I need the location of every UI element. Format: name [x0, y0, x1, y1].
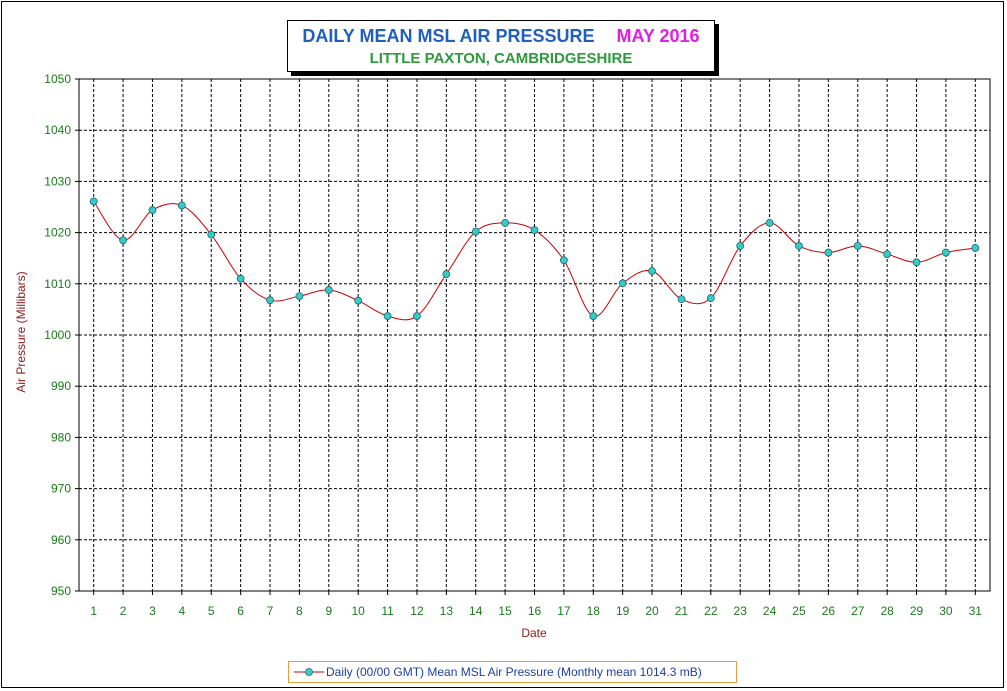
data-point-marker	[824, 248, 833, 257]
y-tick-label: 950	[51, 584, 71, 598]
chart-title-line: DAILY MEAN MSL AIR PRESSURE MAY 2016	[288, 25, 714, 47]
data-point-marker	[971, 244, 980, 252]
data-point-marker	[559, 256, 568, 265]
x-tick-label: 17	[557, 604, 571, 618]
x-tick-label: 8	[296, 604, 303, 618]
y-tick-label: 1040	[44, 123, 71, 137]
series-markers	[89, 197, 980, 320]
data-point-marker	[413, 312, 421, 320]
x-tick-label: 23	[734, 604, 748, 618]
y-tick-label: 1000	[44, 328, 71, 342]
data-point-marker	[324, 286, 333, 294]
x-tick-label: 9	[325, 604, 332, 618]
data-point-marker	[442, 270, 451, 278]
y-tick-label: 970	[51, 482, 71, 496]
y-tick-labels: 950 960 970 980 990 1000 1010 1020 1030 1040 1050	[44, 72, 71, 598]
data-point-marker	[912, 258, 921, 267]
x-tick-label: 3	[149, 604, 156, 618]
x-tick-label: 18	[587, 604, 601, 618]
data-point-marker	[236, 274, 245, 283]
x-tick-label: 27	[851, 604, 865, 618]
data-point-marker	[648, 267, 656, 275]
data-point-marker	[354, 296, 363, 305]
data-point-marker	[883, 250, 892, 259]
data-point-marker	[942, 248, 950, 257]
data-point-marker	[853, 242, 862, 250]
x-tick-label: 7	[267, 604, 274, 618]
data-point-marker	[589, 312, 598, 320]
x-tick-label: 30	[939, 604, 953, 618]
x-axis-title: Date	[521, 626, 547, 640]
data-point-marker	[295, 292, 304, 300]
x-tick-label: 20	[645, 604, 659, 618]
x-tick-label: 15	[498, 604, 512, 618]
chart-title-box: DAILY MEAN MSL AIR PRESSURE MAY 2016 LITT…	[287, 20, 715, 72]
chart-subtitle: LITTLE PAXTON, CAMBRIDGESHIRE	[369, 50, 633, 67]
data-point-marker	[148, 206, 157, 214]
plot-border	[78, 78, 991, 592]
data-point-marker	[736, 242, 745, 250]
data-point-marker	[795, 242, 803, 250]
y-tick-label: 1010	[44, 277, 71, 291]
data-point-marker	[706, 294, 715, 303]
legend-swatch-icon	[294, 668, 324, 676]
grid	[79, 78, 990, 591]
x-tick-labels: 1 2 3 4 5 6 7 8 9 10 11 12 13 14 15 16 17 18 19 20 21 22 23 24 2…	[90, 604, 982, 618]
data-point-marker	[765, 218, 774, 227]
x-tick-label: 21	[675, 604, 689, 618]
y-tick-label: 1050	[44, 72, 71, 86]
data-point-marker	[471, 227, 480, 236]
y-tick-label: 980	[51, 430, 71, 444]
x-tick-label: 22	[704, 604, 718, 618]
data-point-marker	[207, 230, 216, 239]
x-tick-label: 12	[410, 604, 424, 618]
chart-title-period: MAY 2016	[616, 26, 700, 46]
x-tick-label: 2	[120, 604, 127, 618]
x-tick-label: 25	[792, 604, 806, 618]
y-tick-label: 990	[51, 379, 71, 393]
x-tick-label: 28	[880, 604, 894, 618]
x-tick-label: 26	[822, 604, 836, 618]
y-tick-label: 960	[51, 533, 71, 547]
chart-title: DAILY MEAN MSL AIR PRESSURE	[302, 26, 595, 46]
data-point-marker	[119, 236, 127, 245]
data-point-marker	[89, 197, 98, 206]
x-tick-label: 1	[90, 604, 97, 618]
data-point-marker	[266, 296, 274, 305]
data-point-marker	[618, 279, 627, 288]
data-point-marker	[383, 312, 392, 320]
y-axis-title: Air Pressure (Millibars)	[14, 271, 28, 392]
x-tick-label: 6	[237, 604, 244, 618]
x-tick-label: 19	[616, 604, 630, 618]
x-tick-label: 5	[208, 604, 215, 618]
x-tick-label: 10	[351, 604, 365, 618]
axes	[75, 78, 991, 595]
y-tick-label: 1030	[44, 174, 71, 188]
x-tick-label: 24	[763, 604, 777, 618]
x-tick-label: 31	[969, 604, 983, 618]
x-tick-label: 16	[528, 604, 542, 618]
data-point-marker	[677, 295, 686, 304]
data-point-marker	[177, 201, 186, 210]
y-tick-label: 1020	[44, 226, 71, 240]
x-tick-label: 13	[440, 604, 454, 618]
legend-label: Daily (00/00 GMT) Mean MSL Air Pressure …	[326, 665, 702, 679]
data-point-marker	[530, 226, 539, 234]
legend: Daily (00/00 GMT) Mean MSL Air Pressure …	[288, 661, 737, 683]
x-tick-label: 29	[910, 604, 924, 618]
x-tick-label: 4	[179, 604, 186, 618]
x-tick-label: 11	[381, 604, 394, 618]
data-point-marker	[501, 218, 510, 227]
x-tick-label: 14	[469, 604, 483, 618]
